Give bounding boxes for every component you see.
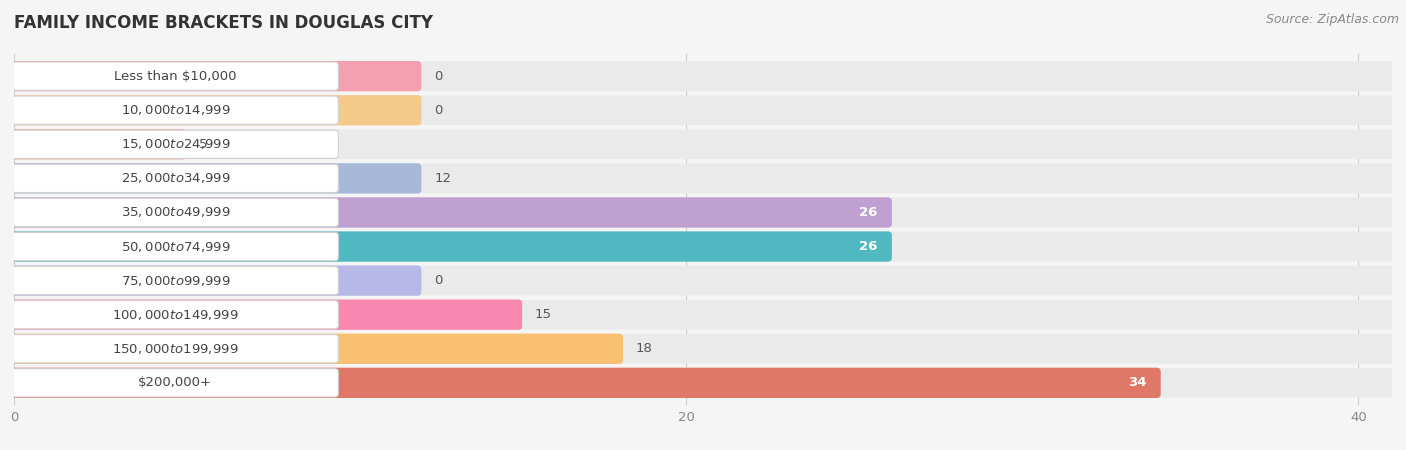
FancyBboxPatch shape — [13, 232, 1393, 261]
Text: 0: 0 — [434, 70, 443, 83]
FancyBboxPatch shape — [13, 198, 339, 227]
Text: $100,000 to $149,999: $100,000 to $149,999 — [112, 308, 239, 322]
Text: 18: 18 — [636, 342, 652, 355]
Text: 0: 0 — [434, 104, 443, 117]
FancyBboxPatch shape — [10, 197, 891, 228]
FancyBboxPatch shape — [10, 300, 522, 330]
FancyBboxPatch shape — [10, 368, 1161, 398]
FancyBboxPatch shape — [13, 301, 339, 329]
FancyBboxPatch shape — [10, 231, 891, 262]
FancyBboxPatch shape — [13, 334, 1393, 364]
Text: Less than $10,000: Less than $10,000 — [114, 70, 236, 83]
Text: 26: 26 — [859, 240, 877, 253]
Text: $10,000 to $14,999: $10,000 to $14,999 — [121, 103, 231, 117]
Text: $50,000 to $74,999: $50,000 to $74,999 — [121, 239, 231, 253]
Text: 5: 5 — [198, 138, 208, 151]
FancyBboxPatch shape — [13, 266, 339, 295]
FancyBboxPatch shape — [13, 130, 1393, 159]
FancyBboxPatch shape — [13, 96, 339, 124]
Text: 12: 12 — [434, 172, 451, 185]
FancyBboxPatch shape — [13, 130, 339, 158]
Text: 0: 0 — [434, 274, 443, 287]
FancyBboxPatch shape — [10, 333, 623, 364]
FancyBboxPatch shape — [10, 95, 422, 126]
FancyBboxPatch shape — [13, 61, 1393, 91]
Text: FAMILY INCOME BRACKETS IN DOUGLAS CITY: FAMILY INCOME BRACKETS IN DOUGLAS CITY — [14, 14, 433, 32]
Text: 15: 15 — [534, 308, 553, 321]
Text: $200,000+: $200,000+ — [138, 376, 212, 389]
FancyBboxPatch shape — [13, 62, 339, 90]
FancyBboxPatch shape — [13, 300, 1393, 329]
FancyBboxPatch shape — [13, 335, 339, 363]
FancyBboxPatch shape — [13, 164, 339, 193]
Text: Source: ZipAtlas.com: Source: ZipAtlas.com — [1265, 14, 1399, 27]
FancyBboxPatch shape — [10, 266, 422, 296]
FancyBboxPatch shape — [13, 95, 1393, 125]
FancyBboxPatch shape — [13, 198, 1393, 227]
FancyBboxPatch shape — [13, 232, 339, 261]
FancyBboxPatch shape — [10, 61, 422, 91]
Text: $75,000 to $99,999: $75,000 to $99,999 — [121, 274, 231, 288]
FancyBboxPatch shape — [10, 129, 186, 159]
Text: $15,000 to $24,999: $15,000 to $24,999 — [121, 137, 231, 151]
FancyBboxPatch shape — [13, 266, 1393, 296]
Text: 34: 34 — [1128, 376, 1147, 389]
FancyBboxPatch shape — [10, 163, 422, 194]
Text: 26: 26 — [859, 206, 877, 219]
FancyBboxPatch shape — [13, 163, 1393, 193]
FancyBboxPatch shape — [13, 369, 339, 397]
Text: $150,000 to $199,999: $150,000 to $199,999 — [112, 342, 239, 356]
Text: $25,000 to $34,999: $25,000 to $34,999 — [121, 171, 231, 185]
FancyBboxPatch shape — [13, 368, 1393, 398]
Text: $35,000 to $49,999: $35,000 to $49,999 — [121, 206, 231, 220]
